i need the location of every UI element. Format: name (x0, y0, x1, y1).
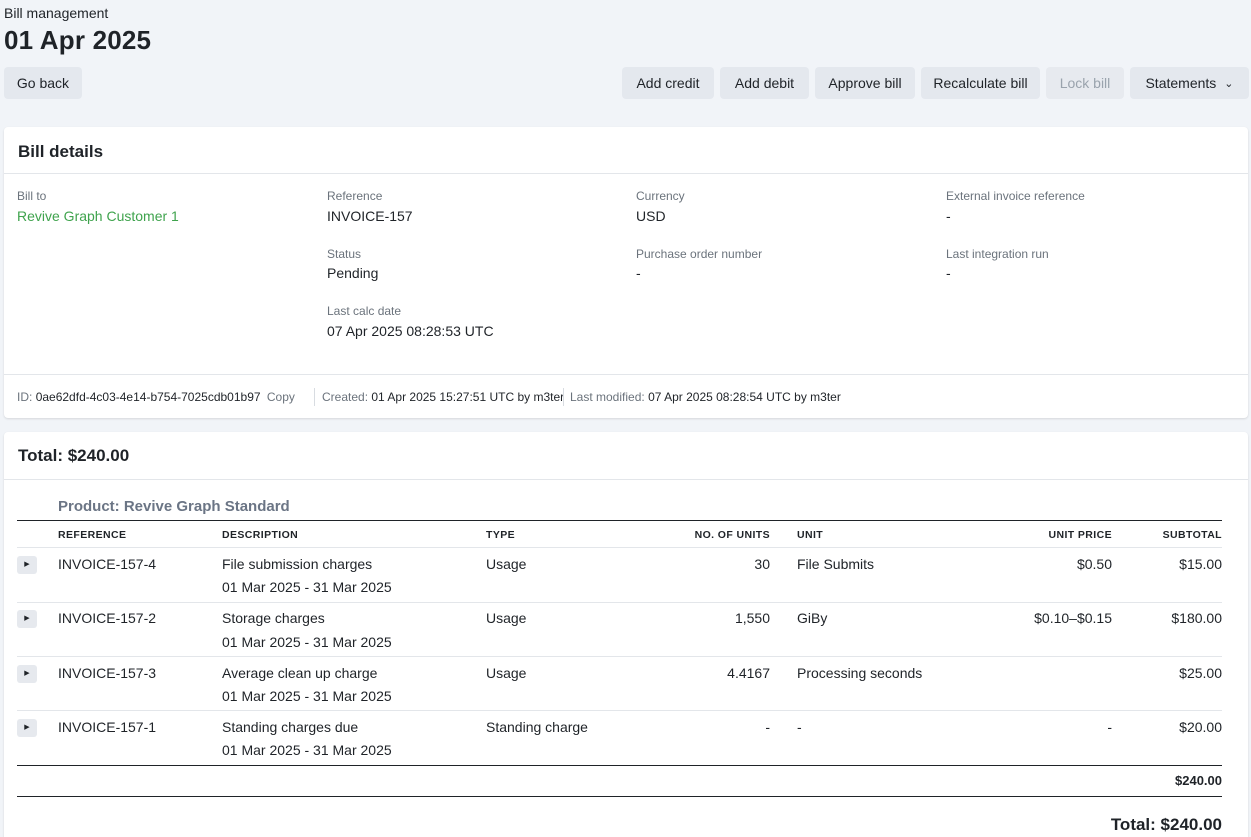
divider (17, 520, 1222, 521)
column-header-unit-price: UNIT PRICE (1048, 529, 1112, 541)
row-period: 01 Mar 2025 - 31 Mar 2025 (222, 688, 392, 704)
add-debit-button[interactable]: Add debit (720, 67, 809, 99)
page-header: Bill management 01 Apr 2025 Go back Add … (0, 0, 1251, 127)
divider (4, 173, 1248, 174)
bill-details-title: Bill details (18, 142, 104, 161)
row-units: 1,550 (734, 610, 770, 626)
row-type: Usage (486, 665, 527, 681)
row-units: - (765, 719, 770, 735)
row-unit: - (797, 719, 802, 735)
row-subtotal: $15.00 (1179, 556, 1222, 572)
modified-value: 07 Apr 2025 08:28:54 UTC by m3ter (648, 390, 841, 404)
row-reference: INVOICE-157-2 (58, 610, 157, 626)
approve-bill-button[interactable]: Approve bill (815, 67, 915, 99)
column-header-description: DESCRIPTION (222, 529, 299, 541)
divider (17, 796, 1222, 797)
column-header-unit: UNIT (797, 529, 824, 541)
purchase-order-number-value: - (636, 265, 641, 281)
bill-to-link[interactable]: Revive Graph Customer 1 (17, 208, 179, 224)
row-description-link[interactable]: Standing charges due (222, 719, 359, 735)
row-subtotal: $180.00 (1171, 610, 1222, 626)
column-header-type: TYPE (486, 529, 516, 541)
product-subtotal: $240.00 (1175, 773, 1222, 788)
row-unit: File Submits (797, 556, 875, 572)
bill-id: ID: 0ae62dfd-4c03-4e14-b754-7025cdb01b97… (17, 390, 295, 404)
modified-info: Last modified: 07 Apr 2025 08:28:54 UTC … (570, 390, 841, 404)
grand-total: Total: $240.00 (1110, 815, 1222, 834)
row-description-link[interactable]: Average clean up charge (222, 665, 378, 681)
column-header-subtotal: SUBTOTAL (1162, 529, 1222, 541)
id-label: ID: (17, 390, 33, 404)
divider (4, 374, 1248, 375)
last-calc-date-label: Last calc date (327, 304, 402, 318)
column-header-reference: REFERENCE (58, 529, 127, 541)
bill-details-card: Bill details (4, 127, 1248, 418)
row-reference: INVOICE-157-1 (58, 719, 157, 735)
status-value: Pending (327, 265, 379, 281)
divider (17, 656, 1222, 657)
external-invoice-reference-label: External invoice reference (946, 189, 1085, 203)
external-invoice-reference-value: - (946, 208, 951, 224)
row-type: Usage (486, 556, 527, 572)
row-description-link[interactable]: Storage charges (222, 610, 325, 626)
currency-label: Currency (636, 189, 685, 203)
row-reference: INVOICE-157-4 (58, 556, 157, 572)
add-credit-button[interactable]: Add credit (622, 67, 714, 99)
statements-dropdown[interactable]: Statements ⌄ (1130, 67, 1249, 99)
modified-label: Last modified: (570, 390, 645, 404)
divider (17, 765, 1222, 766)
expand-row-button[interactable]: ▶ (17, 556, 37, 574)
row-subtotal: $25.00 (1179, 665, 1222, 681)
status-label: Status (327, 247, 362, 261)
expand-row-button[interactable]: ▶ (17, 719, 37, 737)
row-units: 30 (754, 556, 770, 572)
id-value: 0ae62dfd-4c03-4e14-b754-7025cdb01b97 (35, 390, 261, 404)
row-period: 01 Mar 2025 - 31 Mar 2025 (222, 579, 392, 595)
row-unit: Processing seconds (797, 665, 923, 681)
copy-id-button[interactable]: Copy (266, 390, 295, 404)
chevron-down-icon: ⌄ (1224, 78, 1234, 90)
column-header-units: NO. OF UNITS (694, 529, 770, 541)
last-integration-run-value: - (946, 265, 951, 281)
row-unit-price: $0.10–$0.15 (1034, 610, 1112, 626)
bill-to-label: Bill to (17, 189, 47, 203)
divider (4, 479, 1248, 480)
total-title: Total: $240.00 (18, 446, 130, 465)
divider (17, 710, 1222, 711)
breadcrumb[interactable]: Bill management (4, 5, 109, 21)
row-subtotal: $20.00 (1179, 719, 1222, 735)
expand-row-button[interactable]: ▶ (17, 610, 37, 628)
bill-lines-card: Total: $240.00 (4, 432, 1248, 837)
created-value: 01 Apr 2025 15:27:51 UTC by m3ter (371, 390, 565, 404)
row-period: 01 Mar 2025 - 31 Mar 2025 (222, 634, 392, 650)
last-calc-date-value: 07 Apr 2025 08:28:53 UTC (327, 323, 494, 339)
recalculate-bill-button[interactable]: Recalculate bill (921, 67, 1040, 99)
statements-label: Statements (1145, 75, 1217, 91)
currency-value: USD (636, 208, 666, 224)
row-units: 4.4167 (727, 665, 770, 681)
last-integration-run-label: Last integration run (946, 247, 1049, 261)
go-back-button[interactable]: Go back (4, 67, 82, 99)
purchase-order-number-label: Purchase order number (636, 247, 763, 261)
divider (17, 602, 1222, 603)
divider (17, 547, 1222, 548)
divider (563, 388, 564, 406)
expand-row-button[interactable]: ▶ (17, 665, 37, 683)
row-type: Standing charge (486, 719, 588, 735)
page-title: 01 Apr 2025 (4, 25, 152, 55)
divider (314, 388, 315, 406)
row-unit-price: - (1107, 719, 1112, 735)
row-reference: INVOICE-157-3 (58, 665, 157, 681)
row-unit: GiBy (797, 610, 828, 626)
row-unit-price: $0.50 (1076, 556, 1112, 572)
reference-label: Reference (327, 189, 383, 203)
row-period: 01 Mar 2025 - 31 Mar 2025 (222, 742, 392, 758)
created-info: Created: 01 Apr 2025 15:27:51 UTC by m3t… (322, 390, 564, 404)
row-type: Usage (486, 610, 527, 626)
row-description-link[interactable]: File submission charges (222, 556, 373, 572)
reference-value: INVOICE-157 (327, 208, 413, 224)
product-heading: Product: Revive Graph Standard (58, 498, 290, 515)
lock-bill-button: Lock bill (1046, 67, 1124, 99)
created-label: Created: (322, 390, 369, 404)
